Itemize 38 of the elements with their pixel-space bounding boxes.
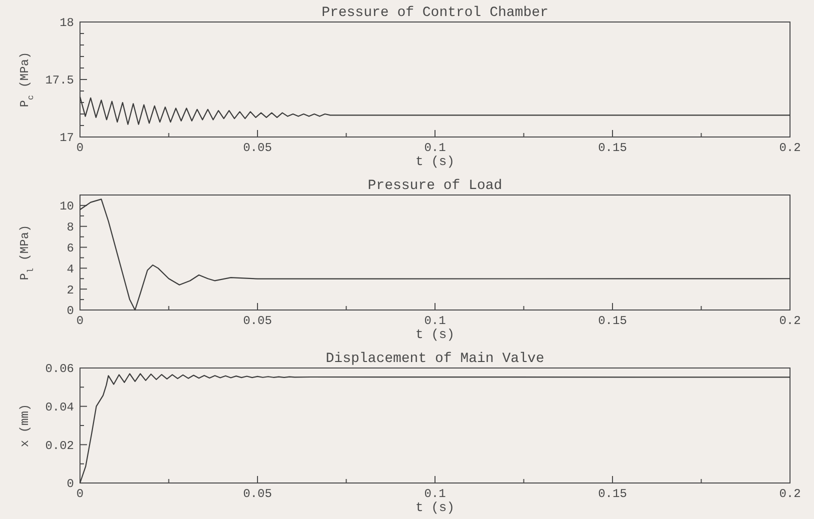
y-tick-label: 17 xyxy=(60,131,74,146)
x-tick-label: 0.1 xyxy=(424,487,446,501)
x-tick-label: 0.2 xyxy=(779,314,801,328)
x-tick-label: 0.2 xyxy=(779,141,801,155)
x-tick-label: 0.1 xyxy=(424,314,446,328)
chart-title: Pressure of Load xyxy=(368,178,502,194)
x-axis-title: t (s) xyxy=(415,500,455,515)
line-series xyxy=(79,96,791,125)
y-tick-label: 0 xyxy=(66,304,74,318)
y-tick-label: 0.04 xyxy=(45,400,74,415)
x-tick-label: 0.15 xyxy=(598,314,627,328)
x-axis-title: t (s) xyxy=(415,154,455,169)
x-tick-label: 0.05 xyxy=(243,141,272,155)
y-tick-label: 18 xyxy=(60,16,74,30)
y-tick-label: 8 xyxy=(66,220,74,235)
x-tick-label: 0 xyxy=(76,141,84,155)
x-tick-label: 0.2 xyxy=(779,487,801,501)
y-axis-title: x (mm) xyxy=(18,404,32,448)
y-tick-label: 0.06 xyxy=(45,362,74,376)
line-series xyxy=(79,373,791,484)
x-tick-label: 0.05 xyxy=(243,314,272,328)
x-tick-label: 0.05 xyxy=(243,487,272,501)
chart-title: Displacement of Main Valve xyxy=(326,351,544,367)
x-tick-label: 0.15 xyxy=(598,487,627,501)
line-series xyxy=(79,198,791,311)
y-tick-label: 2 xyxy=(66,283,74,298)
y-tick-label: 10 xyxy=(60,200,74,214)
y-tick-label: 4 xyxy=(66,262,74,276)
chart-title: Pressure of Control Chamber xyxy=(322,5,548,21)
x-tick-label: 0 xyxy=(76,314,84,328)
x-axis-title: t (s) xyxy=(415,327,455,342)
y-tick-label: 17.5 xyxy=(45,74,74,88)
y-tick-label: 6 xyxy=(66,241,74,256)
x-tick-label: 0.15 xyxy=(598,141,627,155)
y-tick-label: 0.02 xyxy=(45,438,74,453)
x-tick-label: 0 xyxy=(76,487,84,501)
y-tick-label: 0 xyxy=(66,477,74,492)
x-tick-label: 0.1 xyxy=(424,141,446,155)
